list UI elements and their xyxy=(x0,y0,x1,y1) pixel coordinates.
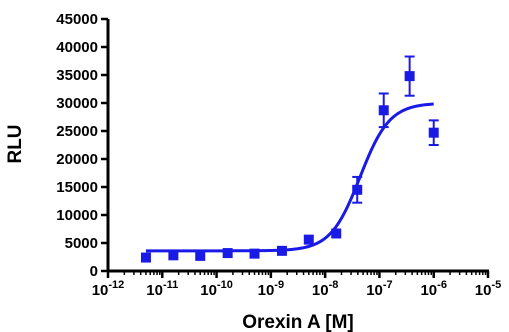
data-point xyxy=(331,228,342,239)
y-tick-label: 30000 xyxy=(56,95,98,112)
y-tick-label: 40000 xyxy=(56,39,98,56)
x-tick-label: 10-6 xyxy=(420,279,446,299)
data-point xyxy=(428,127,439,138)
data-point xyxy=(140,252,151,263)
data-point xyxy=(249,248,260,259)
data-point xyxy=(404,71,415,82)
y-tick-label: 25000 xyxy=(56,123,98,140)
plot-area: 0 5000 10000 15000 20000 25000 30000 35000 40000… xyxy=(56,11,501,299)
y-tick-label: 5000 xyxy=(65,235,98,252)
data-point xyxy=(168,250,179,261)
y-tick-label: 0 xyxy=(90,263,98,280)
data-point xyxy=(378,105,389,116)
y-tick-label: 20000 xyxy=(56,151,98,168)
data-point xyxy=(276,245,287,256)
y-tick-label: 45000 xyxy=(56,11,98,28)
fit-curve xyxy=(145,102,434,253)
y-tick-label: 15000 xyxy=(56,179,98,196)
x-tick-label: 10-11 xyxy=(146,279,178,299)
data-point xyxy=(222,248,233,259)
x-tick-label: 10-12 xyxy=(92,279,125,299)
x-tick-label: 10-5 xyxy=(475,279,501,299)
data-point xyxy=(352,184,363,195)
x-tick-label: 10-8 xyxy=(312,279,338,299)
y-tick-label: 35000 xyxy=(56,67,98,84)
x-tick-label: 10-10 xyxy=(200,279,233,299)
y-tick-label: 10000 xyxy=(56,207,98,224)
data-point xyxy=(195,250,206,261)
x-tick-label: 10-7 xyxy=(366,279,392,299)
x-tick-label: 10-9 xyxy=(258,279,284,299)
data-point xyxy=(303,234,314,245)
x-axis-title: Orexin A [M] xyxy=(242,312,354,332)
y-axis-title: RLU xyxy=(5,124,26,163)
